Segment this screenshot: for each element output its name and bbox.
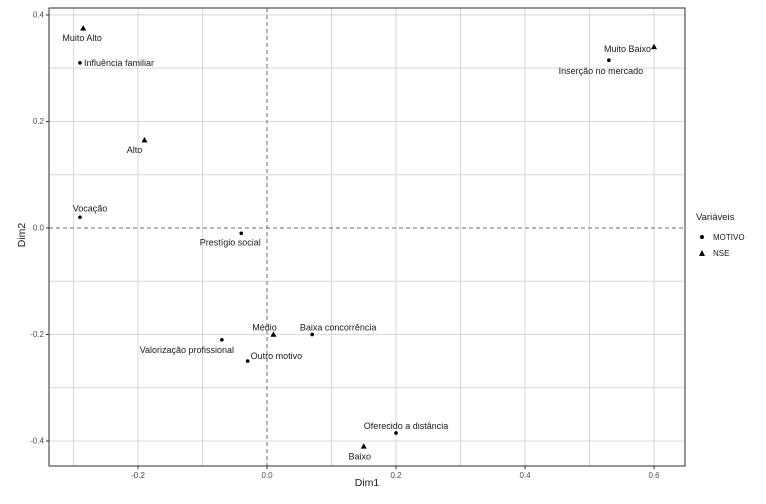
data-point-triangle	[270, 331, 277, 337]
y-tick-label: -0.4	[30, 436, 44, 445]
x-tick-label: -0.2	[131, 471, 145, 480]
x-tick-label: 0.6	[648, 471, 660, 480]
data-point-circle	[239, 231, 244, 236]
data-point-triangle	[651, 43, 658, 50]
point-label: Baixo	[349, 451, 372, 461]
point-label: Prestígio social	[200, 237, 261, 247]
legend: Variáveis MOTIVO NSE	[696, 212, 745, 261]
data-point-circle	[220, 337, 224, 342]
data-point-circle	[310, 332, 314, 337]
data-point-circle	[607, 58, 611, 62]
legend-marker-cell	[696, 250, 708, 256]
x-tick-label: 0.4	[519, 471, 531, 480]
legend-item-motivo: MOTIVO	[696, 229, 745, 245]
x-tick-label: 0.0	[261, 471, 273, 480]
panel-border	[48, 7, 686, 467]
triangle-marker-icon	[699, 250, 705, 256]
legend-title: Variáveis	[696, 212, 735, 223]
y-axis-title: Dim2	[16, 222, 28, 248]
point-label: Vocação	[73, 203, 108, 213]
data-point-circle	[78, 61, 82, 65]
y-tick-label: 0.0	[33, 223, 45, 232]
data-point-circle	[245, 359, 250, 363]
y-tick-label: 0.2	[33, 117, 45, 126]
legend-marker-cell	[696, 235, 708, 239]
legend-item-label: MOTIVO	[713, 232, 745, 242]
x-axis-title: Dim1	[354, 477, 380, 489]
circle-marker-icon	[700, 235, 704, 239]
point-label: Muito Baixo	[604, 44, 651, 54]
data-point-circle	[394, 431, 398, 435]
point-label: Outro motivo	[251, 351, 303, 361]
point-label: Influência familiar	[84, 58, 154, 68]
point-label: Valorização profissional	[140, 345, 234, 355]
point-label: Oferecido a distância	[364, 421, 449, 431]
point-label: Muito Alto	[62, 33, 102, 43]
y-tick-label: 0.4	[33, 10, 45, 19]
data-point-circle	[78, 215, 82, 220]
point-label: Baixa concorrência	[300, 322, 377, 332]
data-point-triangle	[141, 136, 148, 143]
point-label: Alto	[127, 145, 143, 155]
point-label: Médio	[252, 322, 277, 332]
legend-item-label: NSE	[713, 248, 730, 258]
data-point-triangle	[360, 443, 367, 449]
legend-item-nse: NSE	[696, 245, 745, 261]
point-label: Inserção no mercado	[559, 66, 644, 76]
data-point-triangle	[80, 25, 87, 31]
y-tick-label: -0.2	[30, 330, 44, 339]
x-tick-label: 0.2	[390, 471, 402, 480]
